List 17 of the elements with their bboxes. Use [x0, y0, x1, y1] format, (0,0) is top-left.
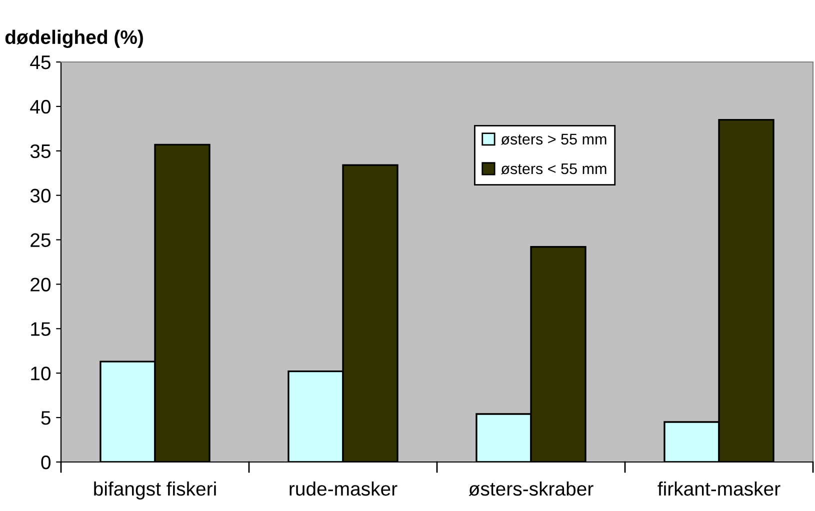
x-tick-label: firkant-masker [658, 481, 780, 496]
y-tick-label: 35 [30, 144, 50, 158]
y-tick-label: 30 [30, 188, 51, 203]
x-tick-label: østers-skraber [468, 481, 594, 496]
y-tick-label: 40 [30, 100, 51, 114]
x-tick-label: rude-masker [290, 481, 398, 496]
y-tick-label: 5 [41, 411, 50, 425]
y-tick-label: 15 [31, 322, 50, 336]
y-tick-label: 25 [30, 233, 50, 248]
legend-label: østers > 55 mm [501, 134, 606, 145]
legend-label: østers < 55 mm [501, 164, 606, 174]
y-axis-title: dødelighed (%) [5, 30, 143, 48]
y-tick-label: 20 [30, 278, 51, 292]
y-tick-label: 45 [30, 56, 50, 70]
x-tick-label: bifangst fiskeri [94, 481, 216, 500]
y-tick-label: 0 [41, 455, 51, 470]
y-tick-label: 10 [31, 366, 51, 380]
